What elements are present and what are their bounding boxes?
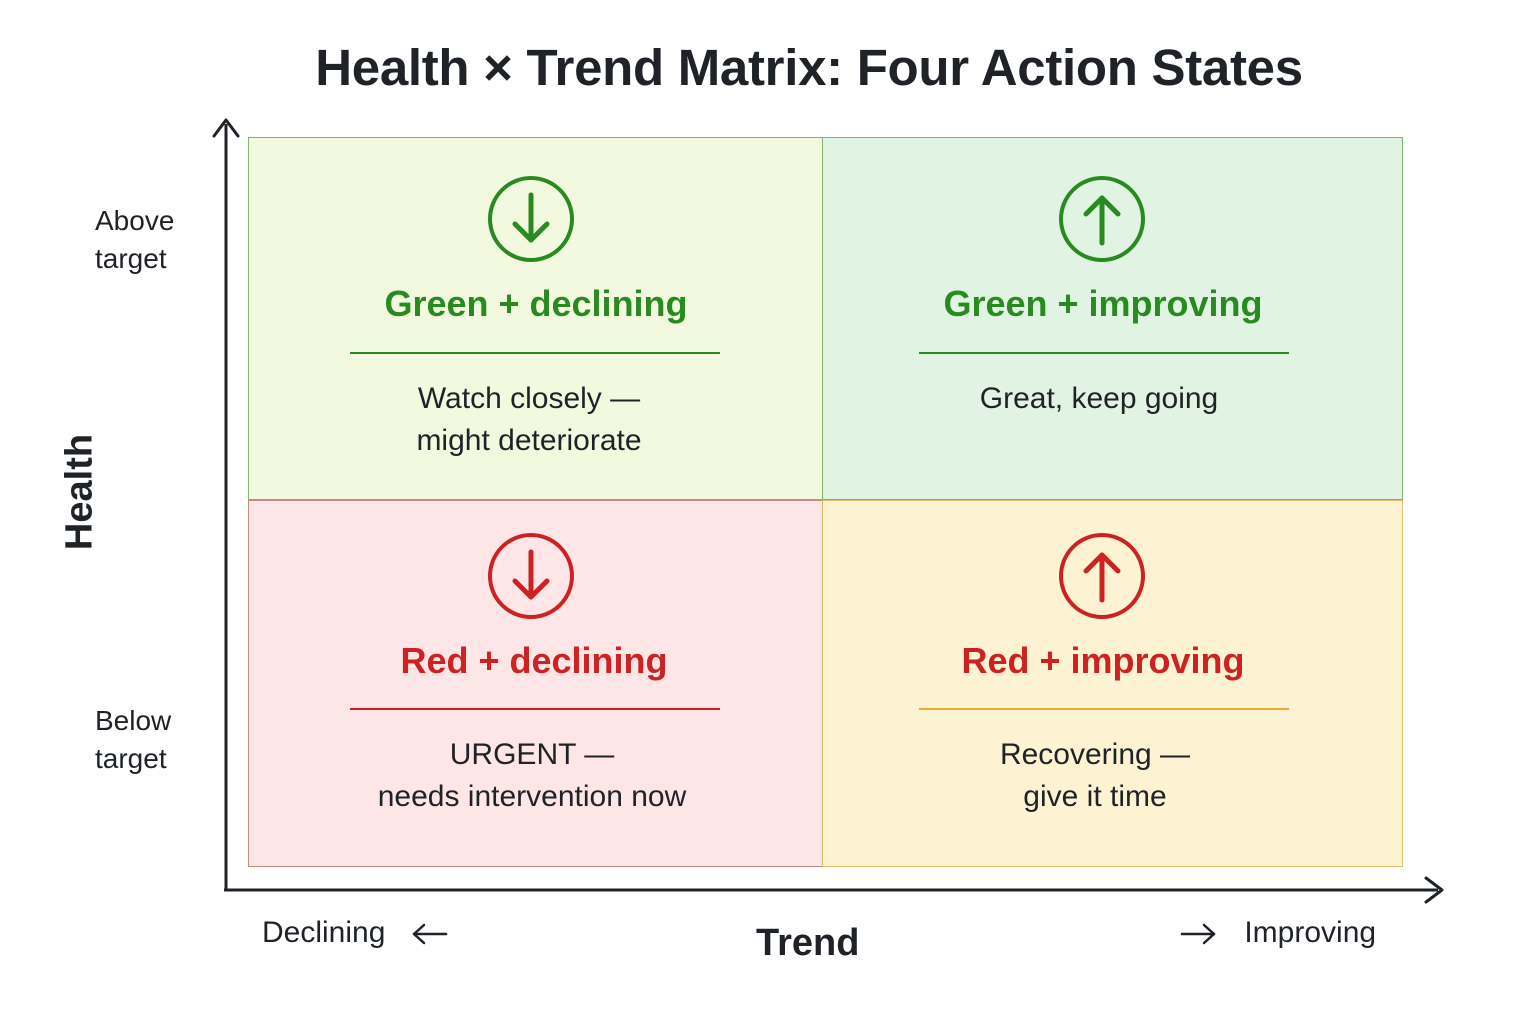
quadrant-red-declining: Red + declining URGENT — needs intervent… [248,500,823,867]
y-label-below-target: Below target [95,702,171,778]
arrow-right-icon [1180,923,1216,945]
quadrant-divider [350,708,720,710]
y-axis-arrowhead [212,118,240,138]
desc-line-1: Recovering — [999,738,1191,771]
y-label-below-line-2: target [95,743,167,774]
desc-line-1: Watch closely — [417,382,641,415]
quadrant-description: URGENT — needs intervention now [302,734,762,818]
quadrant-green-declining: Green + declining Watch closely — might … [248,137,823,500]
desc-line-2: might deteriorate [416,424,642,457]
y-label-above-target: Above target [95,202,174,278]
y-label-above-line-1: Above [95,205,175,236]
arrow-up-circle-icon [1059,176,1145,262]
quadrant-description: Recovering — give it time [865,734,1325,818]
x-axis-title: Trend [756,922,860,964]
desc-line-1: Great, keep going [979,382,1219,415]
x-axis-arrowhead [1424,876,1444,904]
quadrant-heading: Red + improving [961,640,1245,681]
x-label-improving: Improving [1178,916,1376,950]
quadrant-divider [350,352,720,354]
desc-line-1: URGENT — [449,738,615,771]
quadrant-heading: Green + improving [943,283,1263,324]
x-label-declining: Declining [262,916,450,950]
arrow-left-icon [412,923,447,945]
quadrant-heading: Green + declining [384,283,688,324]
quadrant-red-improving: Red + improving Recovering — give it tim… [822,500,1403,867]
quadrant-divider [919,708,1289,710]
quadrant-description: Watch closely — might deteriorate [299,378,759,462]
x-label-declining-text: Declining [262,916,386,949]
y-label-below-line-1: Below [95,705,172,736]
desc-line-2: give it time [1023,780,1167,813]
arrow-down-circle-icon [488,533,574,619]
y-label-above-line-2: target [95,243,167,274]
quadrant-heading: Red + declining [400,640,668,681]
diagram-title: Health × Trend Matrix: Four Action State… [315,39,1303,96]
arrow-up-circle-icon [1059,533,1145,619]
desc-line-2: needs intervention now [377,780,687,813]
y-axis-title: Health [58,433,101,551]
quadrant-description: Great, keep going [869,378,1329,420]
arrow-down-circle-icon [488,176,574,262]
x-label-improving-text: Improving [1244,916,1377,949]
quadrant-divider [919,352,1289,354]
quadrant-green-improving: Green + improving Great, keep going [822,137,1403,500]
